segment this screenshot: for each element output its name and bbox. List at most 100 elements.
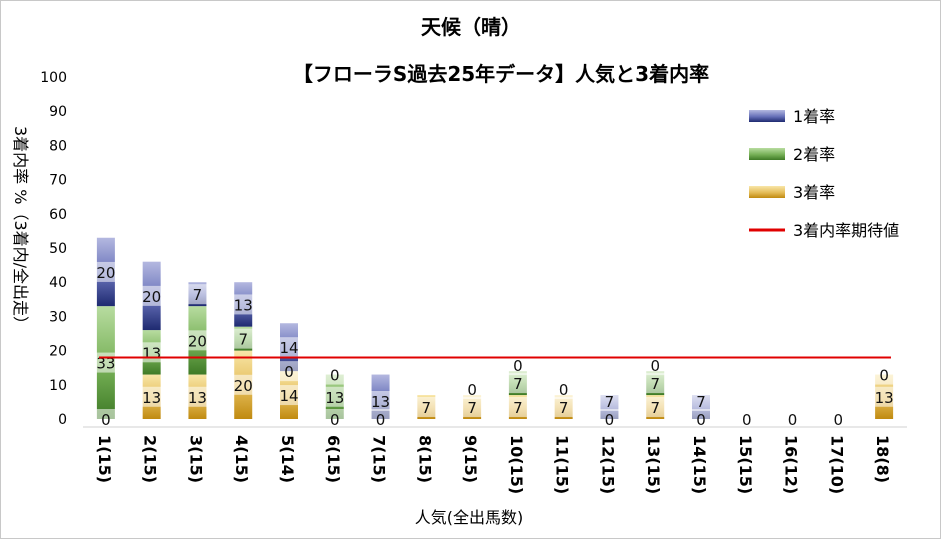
x-tick-label: 17(10) [827, 435, 846, 494]
data-label: 7 [422, 399, 432, 417]
legend-swatch [749, 148, 785, 160]
data-label-bg [92, 261, 119, 282]
data-label: 7 [513, 399, 523, 417]
data-label-bg [184, 284, 211, 305]
data-label-bg [276, 361, 302, 382]
data-label-bg [550, 379, 577, 400]
data-label: 13 [142, 344, 161, 362]
legend-swatch [749, 186, 785, 198]
data-label-bg [321, 409, 348, 429]
data-label: 7 [650, 375, 660, 393]
data-label: 0 [330, 367, 340, 385]
x-tick-label: 6(15) [324, 435, 343, 483]
x-axis: 1(15) 2(15) 3(15) 4(15) 5(14) 6(15) 7(15) 8(15)… [83, 426, 907, 494]
data-label: 14 [279, 339, 298, 357]
data-label-bg [92, 409, 119, 429]
data-label-bg [413, 397, 440, 418]
y-tick-label: 30 [49, 309, 67, 325]
legend-label: 3着率 [793, 183, 835, 202]
data-label: 7 [696, 393, 706, 411]
legend: 1着率 2着率 3着率 3着内率期待値 [749, 107, 899, 240]
data-label-bg [230, 328, 257, 349]
data-label: 0 [742, 411, 752, 429]
data-label: 14 [279, 387, 298, 405]
x-tick-label: 3(15) [186, 435, 205, 483]
x-tick-label: 9(15) [461, 435, 480, 483]
data-label-bg [688, 409, 714, 429]
data-label-bg [184, 330, 211, 351]
data-label-bg [504, 355, 531, 376]
data-label: 0 [376, 411, 386, 429]
x-tick-label: 1(15) [95, 435, 114, 483]
y-tick-label: 80 [49, 138, 67, 154]
x-tick-label: 8(15) [415, 435, 434, 483]
data-label: 13 [142, 389, 161, 407]
data-label: 7 [559, 399, 569, 417]
y-tick-label: 50 [49, 241, 67, 257]
data-label-bg [596, 391, 623, 411]
data-label-bg [367, 409, 394, 429]
data-label-bg [642, 373, 669, 394]
data-label-bg [550, 397, 577, 418]
data-label: 0 [696, 411, 706, 429]
data-label: 7 [513, 375, 523, 393]
data-label-bg [184, 386, 211, 407]
data-label: 13 [371, 393, 390, 411]
data-label-bg [642, 355, 669, 376]
data-label-bg [138, 285, 165, 306]
data-label: 7 [467, 399, 477, 417]
y-tick-label: 60 [49, 207, 67, 223]
data-label: 20 [234, 377, 253, 395]
data-label-bg [276, 385, 302, 406]
legend-label: 3着内率期待値 [793, 221, 899, 240]
data-label: 0 [650, 357, 660, 375]
y-tick-label: 90 [49, 104, 67, 120]
data-label: 0 [559, 381, 569, 399]
data-label: 20 [188, 332, 207, 350]
x-tick-label: 2(15) [141, 435, 160, 483]
data-label: 0 [879, 367, 889, 385]
data-label: 0 [330, 411, 340, 429]
data-label: 20 [96, 264, 115, 282]
data-label-bg [825, 409, 852, 429]
x-tick-label: 12(15) [598, 435, 617, 494]
data-label: 0 [467, 381, 477, 399]
y-tick-label: 20 [49, 344, 67, 360]
data-label-bg [230, 374, 257, 395]
data-label-bg [779, 409, 806, 429]
legend-swatch [749, 110, 785, 122]
chart-title: 天候（晴） [421, 15, 521, 39]
data-label-bg [733, 409, 760, 429]
data-label: 7 [193, 286, 203, 304]
data-label: 0 [605, 411, 615, 429]
data-label-bg [596, 409, 623, 429]
data-label-bg [871, 386, 898, 407]
data-label: 13 [325, 389, 344, 407]
data-label-bg [459, 379, 486, 400]
data-label: 20 [142, 288, 161, 306]
data-label-bg [138, 386, 165, 407]
x-axis-label: 人気(全出馬数) [415, 508, 524, 527]
data-label: 33 [96, 355, 115, 373]
data-label-bg [642, 397, 669, 418]
x-tick-label: 15(15) [736, 435, 755, 494]
y-axis-label: 3着内率 %（3着内/全出走） [11, 126, 30, 332]
data-label-bg [367, 391, 394, 411]
data-label-bg [321, 364, 348, 385]
y-tick-label: 100 [40, 70, 67, 86]
y-tick-label: 40 [49, 275, 67, 291]
x-tick-label: 16(12) [782, 435, 801, 494]
y-axis: 0 10 20 30 40 50 60 70 80 90 100 [40, 70, 67, 428]
y-tick-label: 70 [49, 173, 67, 189]
data-label-bg [276, 337, 302, 358]
x-tick-label: 4(15) [232, 435, 251, 483]
data-label: 13 [875, 389, 894, 407]
x-tick-label: 5(14) [278, 435, 297, 483]
data-label-bg [504, 397, 531, 418]
y-tick-label: 0 [58, 412, 67, 428]
data-label: 0 [513, 357, 523, 375]
data-label: 0 [101, 411, 111, 429]
